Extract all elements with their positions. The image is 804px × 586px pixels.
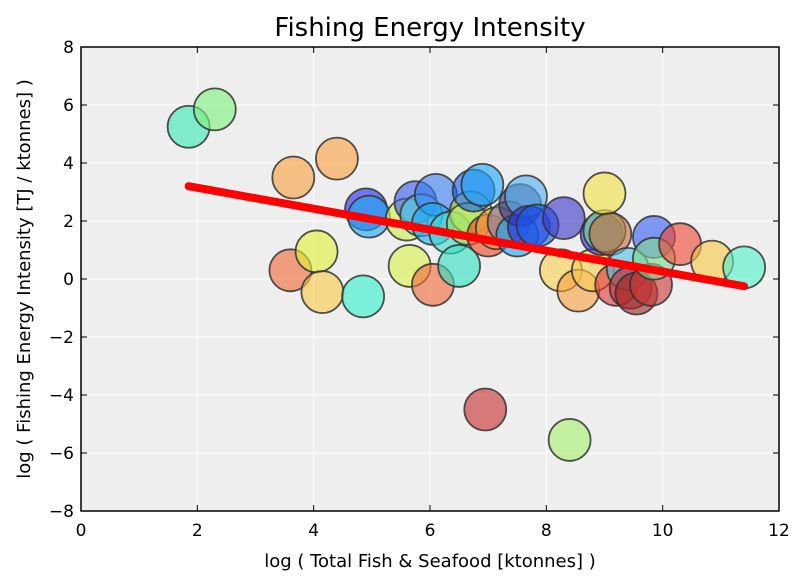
- data-point: [341, 274, 386, 319]
- data-point: [541, 196, 586, 241]
- x-tick-label: 10: [652, 521, 674, 541]
- x-axis-label: log ( Total Fish & Seafood [ktonnes] ): [264, 551, 596, 572]
- y-tick-label: 8: [63, 38, 74, 58]
- data-point: [300, 270, 345, 314]
- y-tick-label: 2: [63, 212, 74, 232]
- data-point: [460, 162, 505, 207]
- regression-line: [184, 182, 749, 291]
- x-tick-label: 2: [192, 521, 203, 541]
- y-axis-label: log ( Fishing Energy Intensity [TJ / kto…: [14, 79, 35, 478]
- x-tick-label: 8: [541, 521, 552, 541]
- y-tick-label: 4: [63, 154, 74, 174]
- data-point: [588, 212, 633, 256]
- data-point: [582, 171, 627, 216]
- chart-title: Fishing Energy Intensity: [274, 13, 585, 43]
- y-tick-label: −6: [49, 444, 74, 464]
- x-tick-label: 12: [768, 521, 790, 541]
- x-tick-label: 6: [425, 521, 436, 541]
- x-tick-label: 4: [308, 521, 319, 541]
- y-tick-label: 6: [63, 96, 74, 116]
- axis-ticks: 0 2 4 6 8 10 12 −8 −6 −4 −2 0 2 4 6 8: [49, 38, 790, 541]
- data-points: [166, 87, 766, 462]
- data-point: [437, 244, 481, 288]
- data-point: [547, 418, 592, 462]
- data-point: [294, 229, 339, 274]
- y-tick-label: −8: [49, 502, 74, 522]
- y-tick-label: −4: [49, 386, 74, 406]
- data-point: [315, 136, 359, 181]
- y-tick-label: −2: [49, 328, 74, 348]
- data-point: [271, 155, 316, 200]
- y-tick-label: 0: [63, 270, 74, 290]
- data-point: [192, 87, 237, 132]
- data-point: [463, 387, 508, 432]
- x-tick-label: 0: [76, 521, 87, 541]
